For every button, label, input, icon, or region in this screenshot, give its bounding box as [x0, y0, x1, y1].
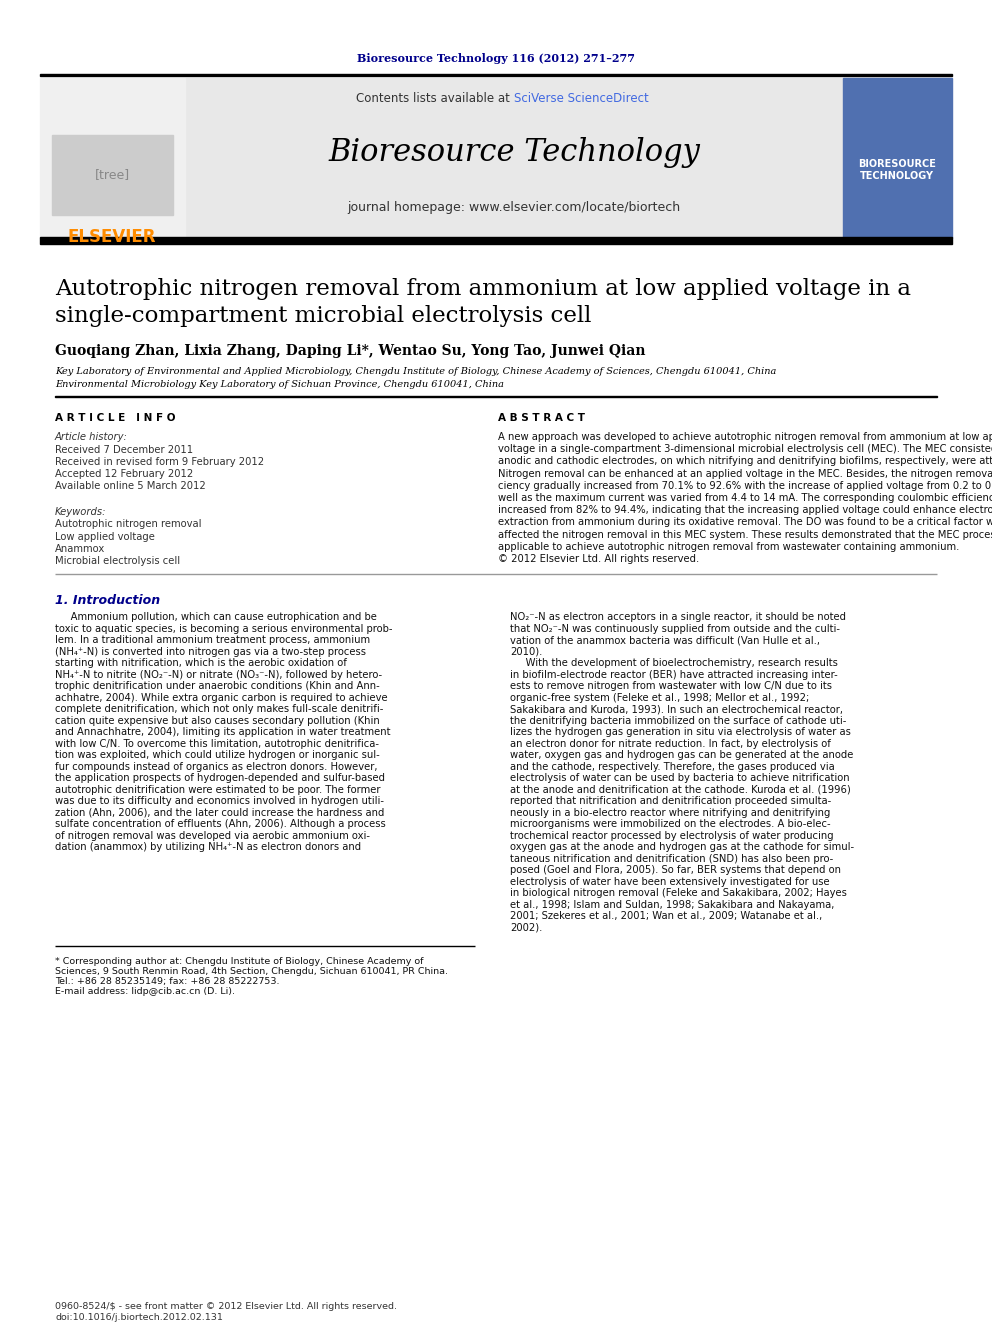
Bar [40, 74, 952, 75]
Text: sulfate concentration of effluents (Ahn, 2006). Although a process: sulfate concentration of effluents (Ahn,… [55, 819, 386, 830]
Text: an electron donor for nitrate reduction. In fact, by electrolysis of: an electron donor for nitrate reduction.… [510, 738, 831, 749]
Text: zation (Ahn, 2006), and the later could increase the hardness and: zation (Ahn, 2006), and the later could … [55, 808, 384, 818]
Text: (NH₄⁺-N) is converted into nitrogen gas via a two-step process: (NH₄⁺-N) is converted into nitrogen gas … [55, 647, 366, 656]
Text: vation of the anammox bacteria was difficult (Van Hulle et al.,: vation of the anammox bacteria was diffi… [510, 635, 820, 646]
Text: trophic denitrification under anaerobic conditions (Khin and Ann-: trophic denitrification under anaerobic … [55, 681, 380, 691]
Text: NO₂⁻-N as electron acceptors in a single reactor, it should be noted: NO₂⁻-N as electron acceptors in a single… [510, 613, 846, 622]
Text: NH₄⁺-N to nitrite (NO₂⁻-N) or nitrate (NO₃⁻-N), followed by hetero-: NH₄⁺-N to nitrite (NO₂⁻-N) or nitrate (N… [55, 669, 382, 680]
Text: cation quite expensive but also causes secondary pollution (Khin: cation quite expensive but also causes s… [55, 716, 380, 726]
Text: 2010).: 2010). [510, 647, 543, 656]
Text: Article history:: Article history: [55, 433, 128, 442]
Text: complete denitrification, which not only makes full-scale denitrifi-: complete denitrification, which not only… [55, 704, 383, 714]
Text: taneous nitrification and denitrification (SND) has also been pro-: taneous nitrification and denitrificatio… [510, 853, 833, 864]
Text: oxygen gas at the anode and hydrogen gas at the cathode for simul-: oxygen gas at the anode and hydrogen gas… [510, 843, 854, 852]
Text: Microbial electrolysis cell: Microbial electrolysis cell [55, 557, 181, 566]
Text: microorganisms were immobilized on the electrodes. A bio-elec-: microorganisms were immobilized on the e… [510, 819, 830, 830]
Text: Tel.: +86 28 85235149; fax: +86 28 85222753.: Tel.: +86 28 85235149; fax: +86 28 85222… [55, 978, 280, 986]
Bar [52, 135, 173, 216]
Text: anodic and cathodic electrodes, on which nitrifying and denitrifying biofilms, r: anodic and cathodic electrodes, on which… [498, 456, 992, 467]
Text: Contents lists available at: Contents lists available at [356, 91, 514, 105]
Text: Received in revised form 9 February 2012: Received in revised form 9 February 2012 [55, 456, 264, 467]
Text: toxic to aquatic species, is becoming a serious environmental prob-: toxic to aquatic species, is becoming a … [55, 623, 393, 634]
Text: affected the nitrogen removal in this MEC system. These results demonstrated tha: affected the nitrogen removal in this ME… [498, 529, 992, 540]
Text: organic-free system (Feleke et al., 1998; Mellor et al., 1992;: organic-free system (Feleke et al., 1998… [510, 693, 809, 703]
Text: fur compounds instead of organics as electron donors. However,: fur compounds instead of organics as ele… [55, 762, 378, 771]
Text: trochemical reactor processed by electrolysis of water producing: trochemical reactor processed by electro… [510, 831, 833, 840]
Text: E-mail address: lidp@cib.ac.cn (D. Li).: E-mail address: lidp@cib.ac.cn (D. Li). [55, 987, 235, 996]
Bar [843, 78, 952, 238]
Bar [40, 78, 185, 238]
Text: © 2012 Elsevier Ltd. All rights reserved.: © 2012 Elsevier Ltd. All rights reserved… [498, 554, 699, 564]
Text: Sakakibara and Kuroda, 1993). In such an electrochemical reactor,: Sakakibara and Kuroda, 1993). In such an… [510, 704, 843, 714]
Text: SciVerse ScienceDirect: SciVerse ScienceDirect [514, 91, 649, 105]
Text: starting with nitrification, which is the aerobic oxidation of: starting with nitrification, which is th… [55, 659, 347, 668]
Text: Ammonium pollution, which can cause eutrophication and be: Ammonium pollution, which can cause eutr… [55, 613, 377, 622]
Text: Available online 5 March 2012: Available online 5 March 2012 [55, 482, 205, 491]
Text: at the anode and denitrification at the cathode. Kuroda et al. (1996): at the anode and denitrification at the … [510, 785, 851, 795]
Text: single-compartment microbial electrolysis cell: single-compartment microbial electrolysi… [55, 306, 591, 327]
Text: the denitrifying bacteria immobilized on the surface of cathode uti-: the denitrifying bacteria immobilized on… [510, 716, 846, 726]
Text: the application prospects of hydrogen-depended and sulfur-based: the application prospects of hydrogen-de… [55, 773, 385, 783]
Text: 2002).: 2002). [510, 922, 543, 933]
Text: Sciences, 9 South Renmin Road, 4th Section, Chengdu, Sichuan 610041, PR China.: Sciences, 9 South Renmin Road, 4th Secti… [55, 967, 448, 976]
Text: Nitrogen removal can be enhanced at an applied voltage in the MEC. Besides, the : Nitrogen removal can be enhanced at an a… [498, 468, 992, 479]
Text: * Corresponding author at: Chengdu Institute of Biology, Chinese Academy of: * Corresponding author at: Chengdu Insti… [55, 958, 424, 966]
Text: lizes the hydrogen gas generation in situ via electrolysis of water as: lizes the hydrogen gas generation in sit… [510, 728, 851, 737]
Text: Low applied voltage: Low applied voltage [55, 532, 155, 541]
Text: lem. In a traditional ammonium treatment process, ammonium: lem. In a traditional ammonium treatment… [55, 635, 370, 646]
Text: voltage in a single-compartment 3-dimensional microbial electrolysis cell (MEC).: voltage in a single-compartment 3-dimens… [498, 445, 992, 454]
Text: ELSEVIER: ELSEVIER [67, 228, 157, 246]
Text: BIORESOURCE
TECHNOLOGY: BIORESOURCE TECHNOLOGY [858, 159, 935, 181]
Text: electrolysis of water have been extensively investigated for use: electrolysis of water have been extensiv… [510, 877, 829, 886]
Text: that NO₂⁻-N was continuously supplied from outside and the culti-: that NO₂⁻-N was continuously supplied fr… [510, 623, 840, 634]
Text: 1. Introduction: 1. Introduction [55, 594, 160, 607]
Text: and the cathode, respectively. Therefore, the gases produced via: and the cathode, respectively. Therefore… [510, 762, 834, 771]
Text: electrolysis of water can be used by bacteria to achieve nitrification: electrolysis of water can be used by bac… [510, 773, 849, 783]
Text: Guoqiang Zhan, Lixia Zhang, Daping Li*, Wentao Su, Yong Tao, Junwei Qian: Guoqiang Zhan, Lixia Zhang, Daping Li*, … [55, 344, 646, 359]
Text: ciency gradually increased from 70.1% to 92.6% with the increase of applied volt: ciency gradually increased from 70.1% to… [498, 480, 992, 491]
Text: extraction from ammonium during its oxidative removal. The DO was found to be a : extraction from ammonium during its oxid… [498, 517, 992, 528]
Text: et al., 1998; Islam and Suldan, 1998; Sakakibara and Nakayama,: et al., 1998; Islam and Suldan, 1998; Sa… [510, 900, 834, 910]
Text: with low C/N. To overcome this limitation, autotrophic denitrifica-: with low C/N. To overcome this limitatio… [55, 738, 379, 749]
Text: With the development of bioelectrochemistry, research results: With the development of bioelectrochemis… [510, 659, 838, 668]
Text: A R T I C L E   I N F O: A R T I C L E I N F O [55, 413, 176, 423]
Text: A B S T R A C T: A B S T R A C T [498, 413, 585, 423]
Text: of nitrogen removal was developed via aerobic ammonium oxi-: of nitrogen removal was developed via ae… [55, 831, 370, 840]
Text: Bioresource Technology 116 (2012) 271–277: Bioresource Technology 116 (2012) 271–27… [357, 53, 635, 64]
Text: 2001; Szekeres et al., 2001; Wan et al., 2009; Watanabe et al.,: 2001; Szekeres et al., 2001; Wan et al.,… [510, 912, 822, 921]
Text: tion was exploited, which could utilize hydrogen or inorganic sul-: tion was exploited, which could utilize … [55, 750, 380, 761]
Text: doi:10.1016/j.biortech.2012.02.131: doi:10.1016/j.biortech.2012.02.131 [55, 1312, 223, 1322]
Text: Bioresource Technology: Bioresource Technology [328, 136, 700, 168]
Text: dation (anammox) by utilizing NH₄⁺-N as electron donors and: dation (anammox) by utilizing NH₄⁺-N as … [55, 843, 361, 852]
Text: neously in a bio-electro reactor where nitrifying and denitrifying: neously in a bio-electro reactor where n… [510, 808, 830, 818]
Text: autotrophic denitrification were estimated to be poor. The former: autotrophic denitrification were estimat… [55, 785, 381, 795]
Text: applicable to achieve autotrophic nitrogen removal from wastewater containing am: applicable to achieve autotrophic nitrog… [498, 542, 959, 552]
Text: posed (Goel and Flora, 2005). So far, BER systems that depend on: posed (Goel and Flora, 2005). So far, BE… [510, 865, 841, 876]
Bar [185, 78, 843, 238]
Text: Autotrophic nitrogen removal from ammonium at low applied voltage in a: Autotrophic nitrogen removal from ammoni… [55, 278, 911, 300]
Bar [40, 237, 952, 243]
Text: ests to remove nitrogen from wastewater with low C/N due to its: ests to remove nitrogen from wastewater … [510, 681, 832, 691]
Text: achhatre, 2004). While extra organic carbon is required to achieve: achhatre, 2004). While extra organic car… [55, 693, 388, 703]
Text: Keywords:: Keywords: [55, 507, 106, 517]
Text: Anammox: Anammox [55, 544, 105, 554]
Text: Accepted 12 February 2012: Accepted 12 February 2012 [55, 468, 193, 479]
Text: was due to its difficulty and economics involved in hydrogen utili-: was due to its difficulty and economics … [55, 796, 384, 806]
Text: A new approach was developed to achieve autotrophic nitrogen removal from ammoni: A new approach was developed to achieve … [498, 433, 992, 442]
Text: journal homepage: www.elsevier.com/locate/biortech: journal homepage: www.elsevier.com/locat… [347, 201, 681, 214]
Text: Key Laboratory of Environmental and Applied Microbiology, Chengdu Institute of B: Key Laboratory of Environmental and Appl… [55, 366, 777, 376]
Text: well as the maximum current was varied from 4.4 to 14 mA. The corresponding coul: well as the maximum current was varied f… [498, 493, 992, 503]
Text: water, oxygen gas and hydrogen gas can be generated at the anode: water, oxygen gas and hydrogen gas can b… [510, 750, 853, 761]
Text: increased from 82% to 94.4%, indicating that the increasing applied voltage coul: increased from 82% to 94.4%, indicating … [498, 505, 992, 515]
Text: and Annachhatre, 2004), limiting its application in water treatment: and Annachhatre, 2004), limiting its app… [55, 728, 391, 737]
Text: in biofilm-electrode reactor (BER) have attracted increasing inter-: in biofilm-electrode reactor (BER) have … [510, 669, 838, 680]
Text: 0960-8524/$ - see front matter © 2012 Elsevier Ltd. All rights reserved.: 0960-8524/$ - see front matter © 2012 El… [55, 1302, 397, 1311]
Text: reported that nitrification and denitrification proceeded simulta-: reported that nitrification and denitrif… [510, 796, 831, 806]
Text: in biological nitrogen removal (Feleke and Sakakibara, 2002; Hayes: in biological nitrogen removal (Feleke a… [510, 888, 847, 898]
Text: Received 7 December 2011: Received 7 December 2011 [55, 445, 193, 455]
Text: Environmental Microbiology Key Laboratory of Sichuan Province, Chengdu 610041, C: Environmental Microbiology Key Laborator… [55, 380, 504, 389]
Text: [tree]: [tree] [94, 168, 130, 181]
Text: Autotrophic nitrogen removal: Autotrophic nitrogen removal [55, 519, 201, 529]
